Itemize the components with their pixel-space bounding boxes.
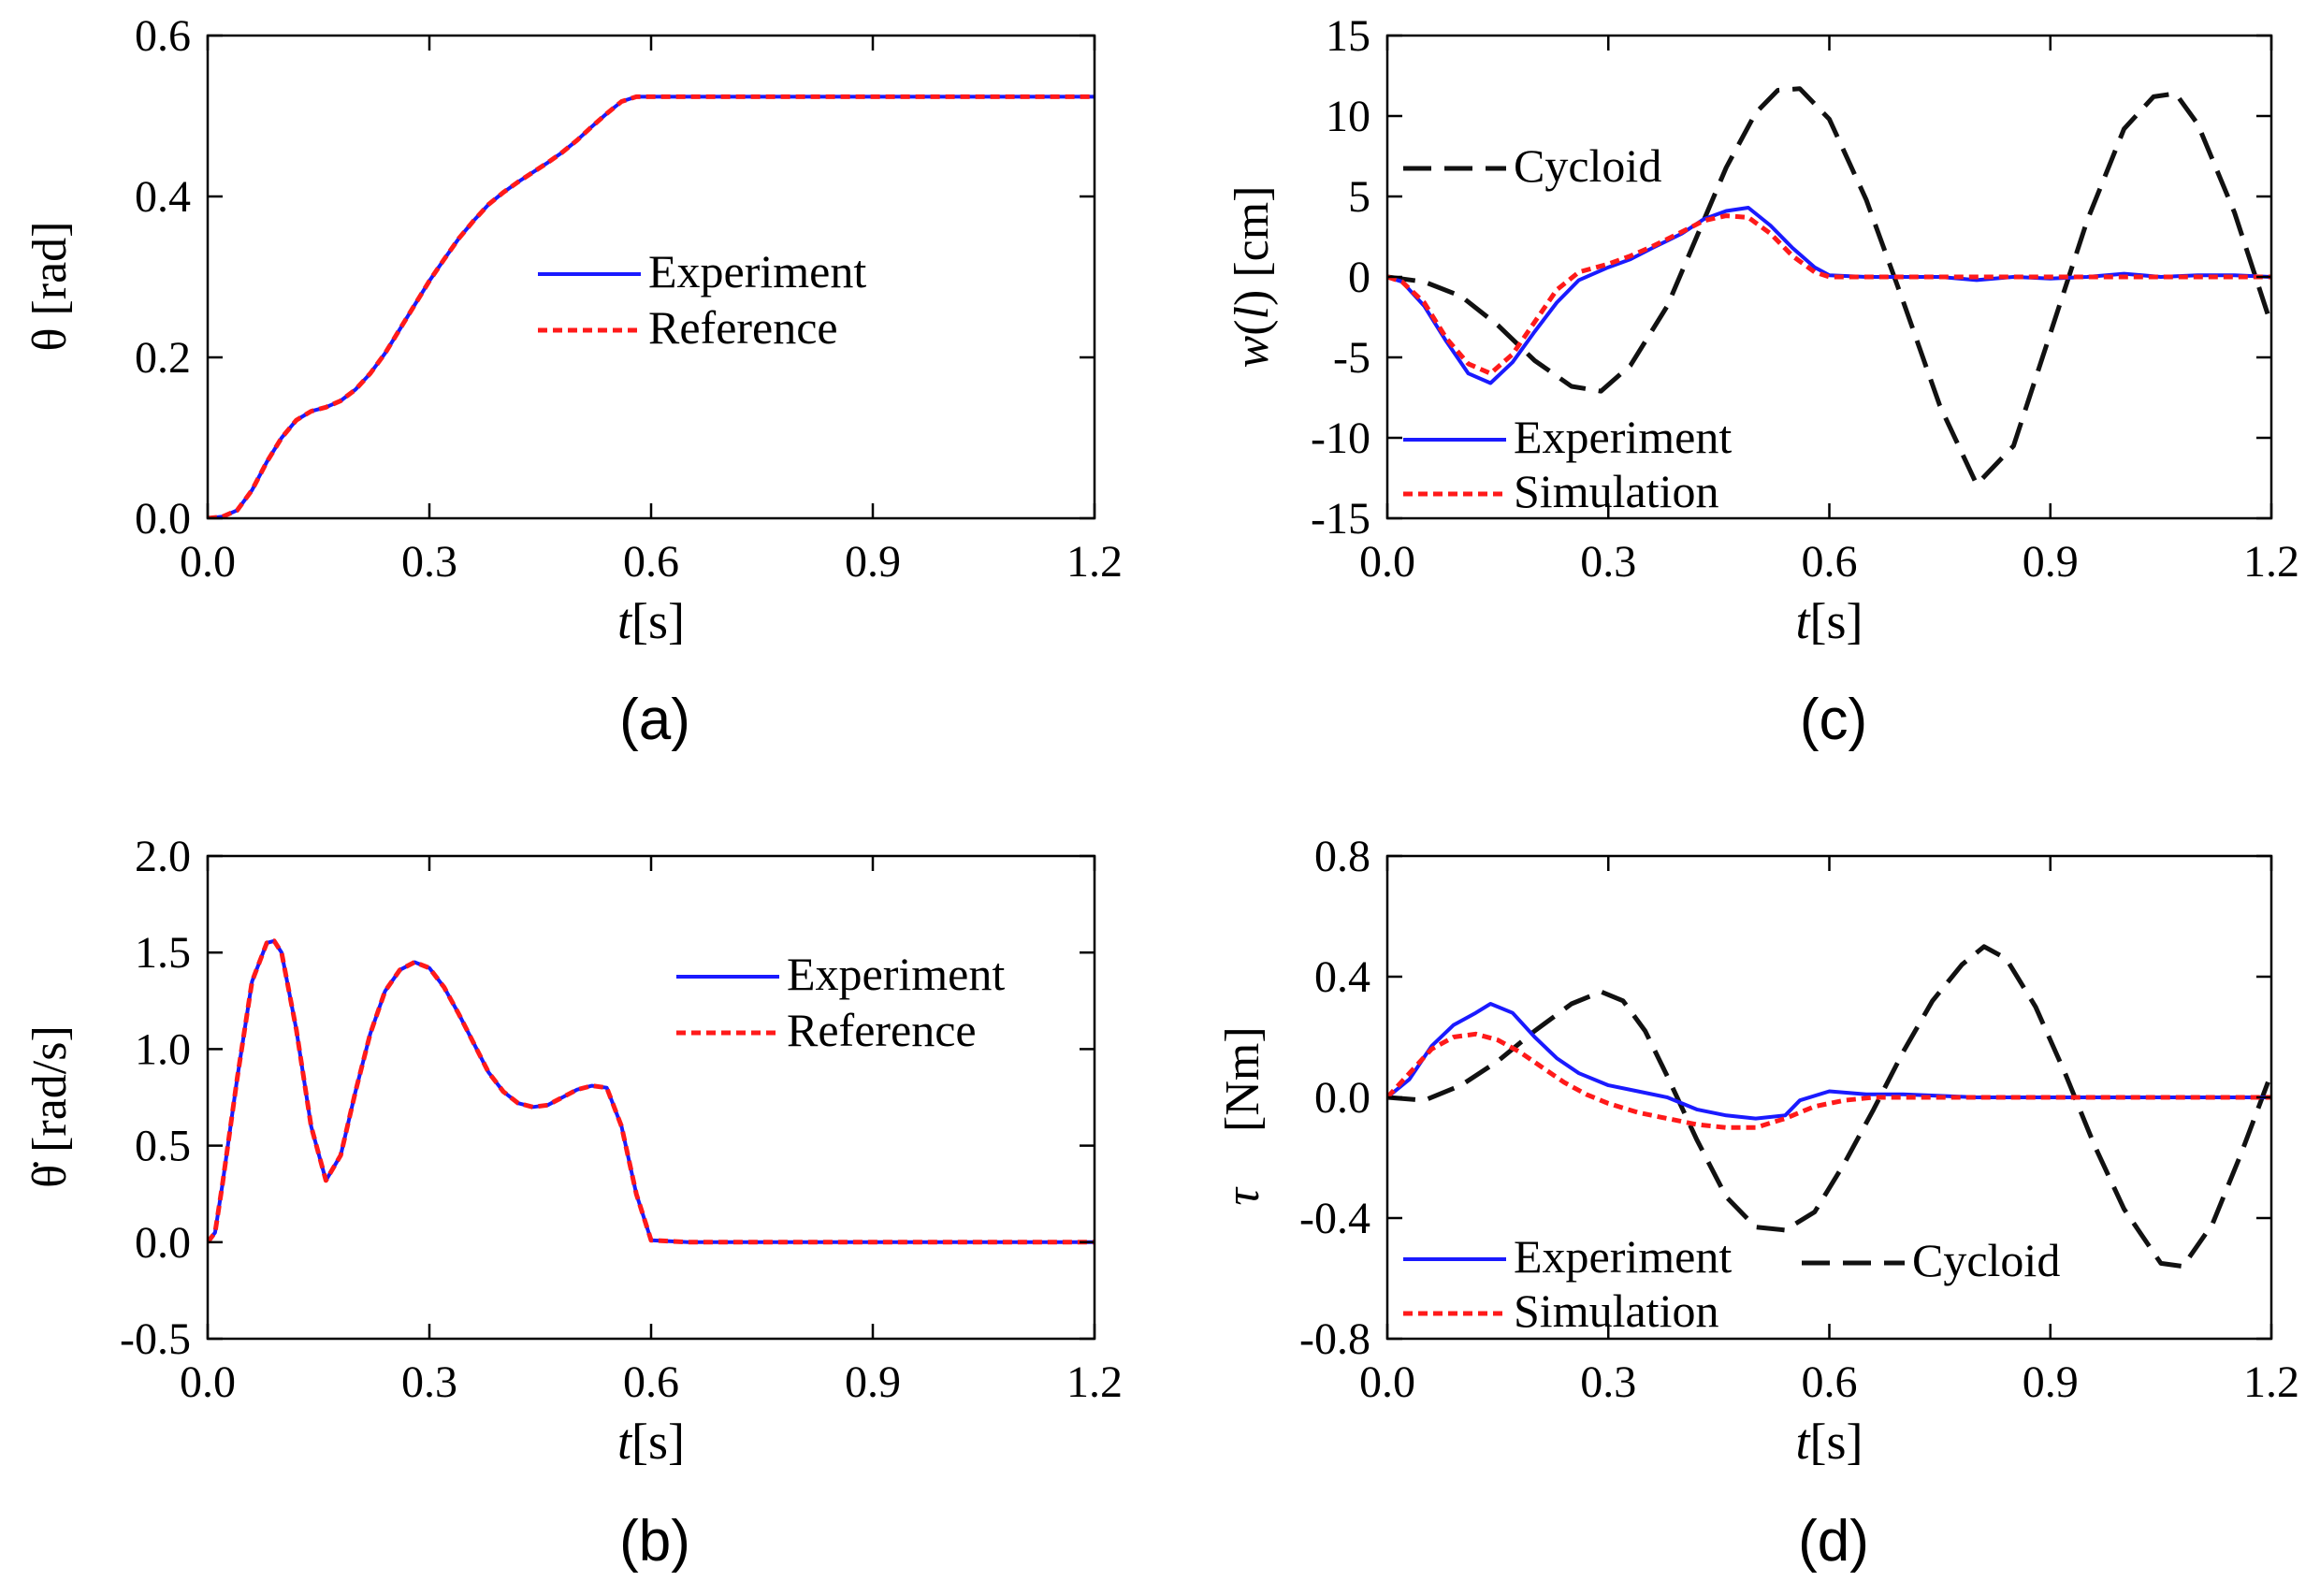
x-axis-label: t[s] [617,1414,685,1470]
plot-frame [206,854,1096,1341]
y-tick-label: 0.0 [135,494,191,544]
y-tick-label: 0.4 [135,172,191,222]
chart-d: 0.0 0.3 0.6 0.9 1.2 -0.8 -0.4 0.0 0.4 0.8 t[s] (d) τ… [1216,832,2299,1574]
series-simulation-line [1387,1031,2271,1130]
series-reference-line [208,938,1095,1245]
y-tick-label: -0.8 [1299,1314,1370,1364]
y-tick-label: -0.4 [1299,1194,1370,1243]
chart-a: 0.0 0.3 0.6 0.9 1.2 0.0 0.2 0.4 0.6 t[s] (a) θ [rad… [23,11,1123,752]
x-tick-label: 0.3 [1580,1357,1636,1407]
x-tick-label: 0.6 [623,1357,679,1407]
y-tick-label: -10 [1311,414,1370,463]
legend-entry-reference: Reference [676,1004,977,1056]
x-tick-label: 0.9 [2023,537,2079,587]
y-tick-label: 5 [1348,172,1370,222]
y-tick-label: -0.5 [120,1314,191,1364]
x-tick-label: 0.9 [845,537,901,587]
x-tick-label: 0.9 [845,1357,901,1407]
legend-entry-simulation: Simulation [1403,465,1718,517]
y-tick-label: 1.5 [135,928,191,978]
legend-entry-experiment: Experiment [1403,411,1732,463]
legend-label: Reference [648,301,838,354]
panel-label: (c) [1800,688,1867,752]
x-axis-label: t[s] [617,593,685,649]
legend-label: Experiment [1514,1230,1732,1283]
legend-label: Reference [787,1004,977,1056]
series-experiment-line [1387,1002,2271,1121]
x-tick-label: 1.2 [1066,537,1123,587]
chart-b: 0.0 0.3 0.6 0.9 1.2-0.50.00.51.01.52.0t[s](b… [23,832,1123,1574]
x-axis-label: t[s] [1796,1414,1863,1470]
y-tick-label: 10 [1326,92,1370,141]
x-tick-label: 0.6 [1802,537,1858,587]
y-tick-label: 0.2 [135,333,191,383]
y-tick-label: 0.5 [135,1122,191,1171]
panel-label: (a) [619,688,690,752]
x-tick-label: 0.3 [1580,537,1636,587]
y-tick-label: 0.0 [135,1218,191,1268]
panel-label: (d) [1798,1509,1869,1574]
series-experiment-line [1387,206,2271,385]
legend-label: Simulation [1514,465,1718,517]
legend-entry-simulation: Simulation [1403,1284,1718,1337]
series-cycloid-line [1387,944,2271,1270]
legend-entry-cycloid: Cycloid [1403,139,1661,192]
x-tick-label: 0.6 [1802,1357,1858,1407]
y-axis-label: w(l) [cm] [1225,186,1279,369]
y-tick-label: 0.0 [1314,1073,1370,1123]
y-tick-label: 1.0 [135,1024,191,1074]
legend-entry-cycloid: Cycloid [1802,1234,2060,1286]
panel-label: (b) [619,1509,690,1574]
y-axis-label: θ [rad] [23,222,77,352]
y-axis-label: τ[Nm] [1216,1026,1269,1205]
y-tick-label: 0.8 [1314,832,1370,881]
series-reference-line [208,94,1095,518]
legend-entry-experiment: Experiment [1403,1230,1732,1283]
x-tick-label: 0.3 [401,537,457,587]
legend-entry-reference: Reference [538,301,838,354]
x-axis-label: t[s] [1796,593,1863,649]
x-tick-label: 0.0 [1359,537,1415,587]
series-simulation-line [1387,213,2271,376]
legend-label: Experiment [648,245,866,297]
legend-label: Experiment [1514,411,1732,463]
x-tick-label: 1.2 [2243,1357,2299,1407]
x-tick-label: 0.0 [180,1357,236,1407]
x-tick-label: 1.2 [1066,1357,1123,1407]
chart-c: 0.0 0.3 0.6 0.9 1.2 -15 -10 -5 0 5 10 15 t[s] (c) w(l)… [1225,11,2299,752]
y-tick-label: 0.6 [135,11,191,61]
legend-label: Cycloid [1912,1234,2060,1286]
y-tick-label: 0 [1348,253,1370,302]
x-tick-label: 1.2 [2243,537,2299,587]
legend-label: Experiment [787,948,1005,1000]
x-tick-label: 0.0 [1359,1357,1415,1407]
legend-entry-experiment: Experiment [538,245,866,297]
x-tick-label: 0.6 [623,537,679,587]
y-tick-label: 2.0 [135,832,191,881]
legend-label: Simulation [1514,1284,1718,1337]
y-tick-label: -15 [1311,494,1370,544]
legend-label: Cycloid [1514,139,1661,192]
y-tick-label: -5 [1333,333,1370,383]
y-tick-label: 0.4 [1314,952,1370,1002]
x-tick-label: 0.9 [2023,1357,2079,1407]
legend-entry-experiment: Experiment [676,948,1005,1000]
x-tick-label: 0.0 [180,537,236,587]
y-tick-label: 15 [1326,11,1370,61]
x-tick-label: 0.3 [401,1357,457,1407]
y-axis-label: θ̇ [rad/s] [23,1025,77,1188]
